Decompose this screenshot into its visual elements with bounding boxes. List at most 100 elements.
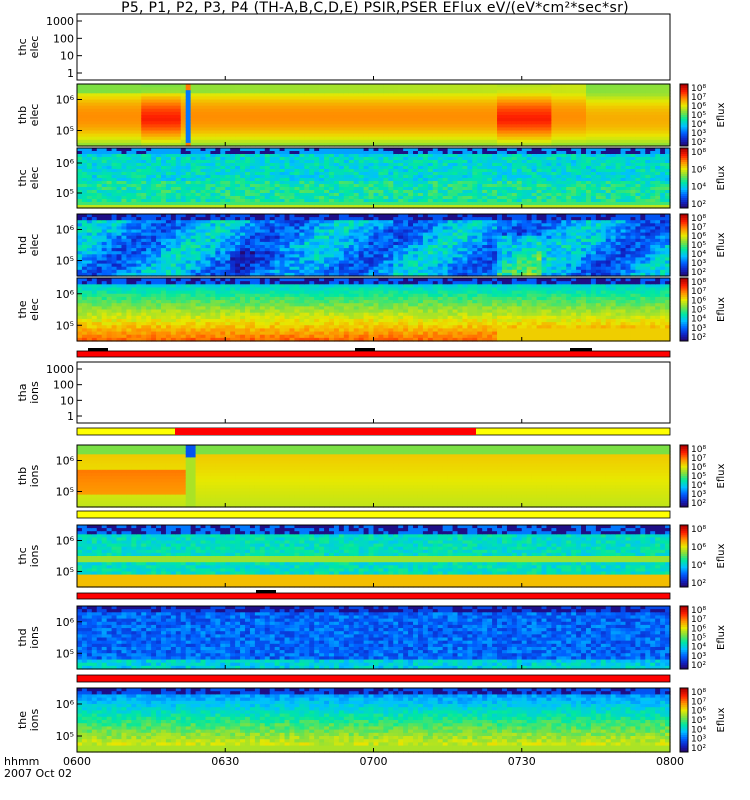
heatmap-cell [151,87,157,91]
heatmap-cell [427,121,434,125]
heatmap-cell [151,202,157,206]
heatmap-cell [106,142,113,147]
heatmap-cell [590,133,597,138]
heatmap-cell [319,118,325,122]
heatmap-cell [200,139,207,144]
heatmap-cell [136,121,142,125]
heatmap-cell [151,175,157,179]
colorbar-tick-label: 10³ [691,129,706,139]
heatmap-cell [161,181,167,185]
heatmap-cell [215,136,221,141]
heatmap-cell [77,199,83,203]
heatmap-cell [546,142,552,147]
heatmap-cell [230,127,236,132]
heatmap-cell [422,127,429,132]
heatmap-cell [131,172,137,176]
heatmap-cell [338,127,345,132]
heatmap-cell [235,139,241,144]
heatmap-cell [442,90,449,94]
heatmap-cell [111,196,118,200]
heatmap-cell [170,84,177,88]
heatmap-cell [566,96,572,101]
heatmap-cell [620,99,627,104]
heatmap-cell [373,87,380,91]
heatmap-cell [506,105,513,110]
heatmap-cell [398,102,404,107]
heatmap-cell [151,178,157,182]
heatmap-cell [630,136,637,141]
heatmap-cell [615,139,622,144]
heatmap-cell [106,196,113,200]
heatmap-cell [240,124,246,128]
heatmap-cell [422,93,429,97]
heatmap-cell [403,139,409,144]
heatmap-cell [363,118,370,122]
heatmap-cell [240,139,246,144]
heatmap-cell [314,130,320,135]
heatmap-cell [220,84,226,88]
heatmap-cell [506,130,513,135]
heatmap-cell [477,121,483,125]
heatmap-cell [269,96,276,101]
heatmap-cell [185,111,192,116]
heatmap-cell [141,160,147,164]
heatmap-cell [121,130,128,135]
heatmap-cell [353,99,360,104]
heatmap-cell [358,127,365,132]
heatmap-cell [230,108,236,113]
heatmap-cell [249,127,256,132]
heatmap-cell [487,108,493,113]
heatmap-cell [131,142,137,147]
heatmap-cell [225,127,231,132]
heatmap-cell [477,87,483,91]
heatmap-cell [279,115,286,119]
heatmap-cell [269,93,276,97]
heatmap-cell [665,102,671,107]
heatmap-cell [185,115,192,119]
heatmap-cell [620,84,627,88]
heatmap-cell [235,102,241,107]
heatmap-cell [294,102,300,107]
heatmap-cell [581,84,587,88]
heatmap-cell [353,121,360,125]
heatmap-cell [299,115,305,119]
heatmap-cell [240,136,246,141]
heatmap-cell [264,124,271,128]
heatmap-cell [225,96,231,101]
heatmap-cell [338,87,345,91]
heatmap-cell [81,154,88,158]
heatmap-cell [665,124,671,128]
heatmap-cell [536,136,543,141]
heatmap-cell [81,172,88,176]
heatmap-cell [437,118,444,122]
heatmap-cell [625,93,632,97]
heatmap-cell [175,90,182,94]
heatmap-cell [442,108,449,113]
heatmap-cell [329,133,335,138]
heatmap-cell [343,102,350,107]
heatmap-cell [190,133,197,138]
heatmap-cell [452,130,459,135]
heatmap-cell [378,121,384,125]
heatmap-cell [630,108,637,113]
heatmap-cell [551,130,557,135]
heatmap-cell [230,130,236,135]
heatmap-cell [417,111,424,116]
heatmap-cell [432,108,439,113]
heatmap-cell [353,124,360,128]
heatmap-cell [146,90,152,94]
heatmap-cell [210,130,216,135]
heatmap-cell [249,111,256,116]
heatmap-cell [353,102,360,107]
heatmap-cell [220,93,226,97]
heatmap-cell [151,187,157,191]
heatmap-cell [551,139,557,144]
heatmap-cell [259,139,266,144]
heatmap-cell [447,142,454,147]
heatmap-cell [348,124,355,128]
heatmap-cell [269,84,276,88]
heatmap-cell [398,93,404,97]
heatmap-cell [240,87,246,91]
heatmap-cell [106,102,113,107]
heatmap-cell [299,90,305,94]
